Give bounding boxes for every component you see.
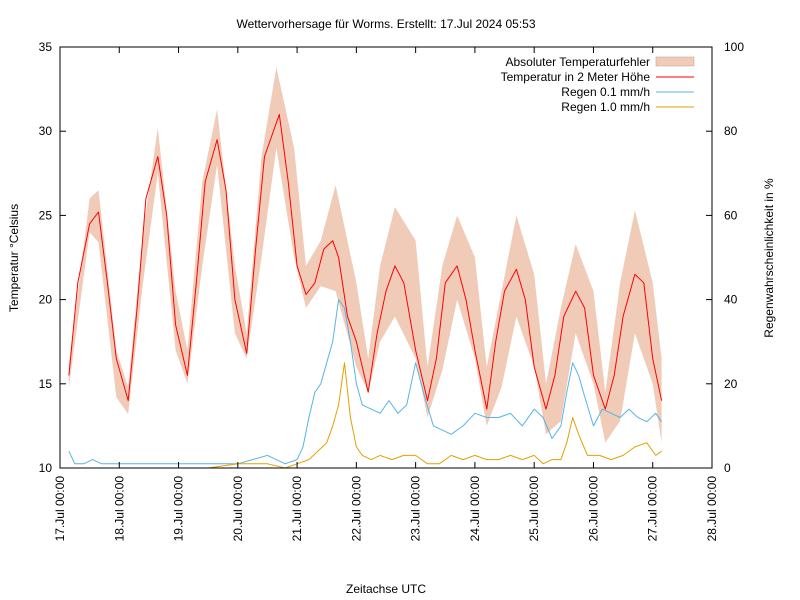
y-tick-label: 10 bbox=[39, 461, 53, 475]
plot-frame bbox=[59, 46, 713, 469]
x-axis-label: Zeitachse UTC bbox=[346, 582, 426, 596]
x-tick-label: 26.Jul 00:00 bbox=[586, 476, 600, 542]
x-tick-label: 20.Jul 00:00 bbox=[231, 476, 245, 542]
series-lines-layer bbox=[68, 113, 663, 469]
rain-01-line bbox=[68, 299, 663, 465]
y-tick-label: 25 bbox=[39, 208, 53, 222]
chart-title: Wettervorhersage für Worms. Erstellt: 17… bbox=[236, 17, 535, 31]
x-tick-label: 28.Jul 00:00 bbox=[705, 476, 719, 542]
x-tick-label: 22.Jul 00:00 bbox=[349, 476, 363, 542]
y2-axis-label: Regenwahrscheinlichkeit in % bbox=[762, 178, 776, 338]
x-tick-label: 19.Jul 00:00 bbox=[172, 476, 186, 542]
legend-swatch-error bbox=[655, 56, 695, 67]
rain-10-line bbox=[68, 362, 662, 469]
y2-tick-label: 80 bbox=[724, 124, 738, 138]
y-tick-label: 15 bbox=[39, 377, 53, 391]
legend-label-error: Absoluter Temperaturfehler bbox=[505, 55, 650, 69]
x-tick-label: 24.Jul 00:00 bbox=[468, 476, 482, 542]
y-tick-label: 30 bbox=[39, 124, 53, 138]
x-tick-label: 17.Jul 00:00 bbox=[53, 476, 67, 542]
axis-layer: 17.Jul 00:00 18.Jul 00:00 19.Jul 00:00 20.J… bbox=[39, 40, 745, 541]
x-tick-label: 23.Jul 00:00 bbox=[409, 476, 423, 542]
y2-tick-label: 20 bbox=[724, 377, 738, 391]
legend: Absoluter Temperaturfehler Temperatur in… bbox=[501, 55, 695, 114]
y2-tick-label: 0 bbox=[724, 461, 731, 475]
legend-label-rain-10: Regen 1.0 mm/h bbox=[561, 100, 650, 114]
x-tick-label: 27.Jul 00:00 bbox=[646, 476, 660, 542]
y-tick-label: 35 bbox=[39, 40, 53, 54]
legend-label-rain-01: Regen 0.1 mm/h bbox=[561, 85, 650, 99]
temperature-error-band bbox=[68, 67, 662, 443]
error-band-layer bbox=[68, 67, 662, 443]
y-axis-label: Temperatur °Celsius bbox=[7, 204, 21, 312]
y2-tick-label: 60 bbox=[724, 208, 738, 222]
x-tick-label: 25.Jul 00:00 bbox=[527, 476, 541, 542]
x-tick-label: 21.Jul 00:00 bbox=[290, 476, 304, 542]
legend-label-temperature: Temperatur in 2 Meter Höhe bbox=[501, 70, 651, 84]
y2-tick-label: 40 bbox=[724, 293, 738, 307]
x-tick-label: 18.Jul 00:00 bbox=[112, 476, 126, 542]
temperature-line bbox=[68, 113, 663, 410]
y-tick-label: 20 bbox=[39, 293, 53, 307]
y2-tick-label: 100 bbox=[724, 40, 744, 54]
